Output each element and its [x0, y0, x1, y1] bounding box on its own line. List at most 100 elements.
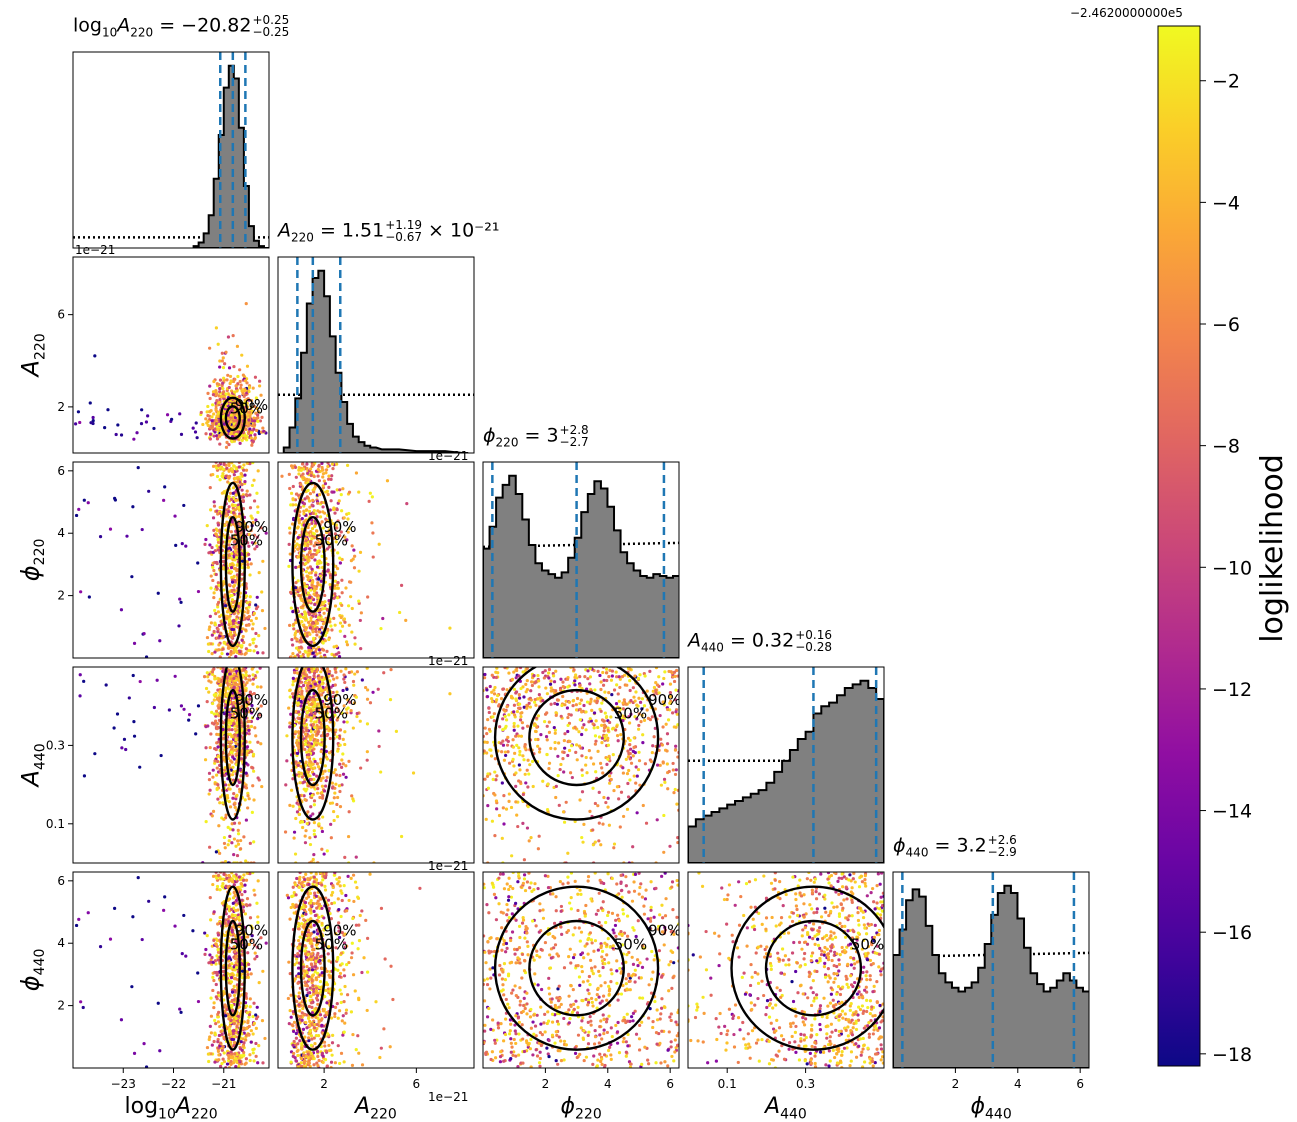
sample-point	[217, 541, 220, 544]
sample-point	[334, 604, 337, 607]
sample-point	[628, 679, 631, 682]
sample-point	[248, 797, 251, 800]
sample-point	[371, 691, 374, 694]
sample-point	[605, 679, 608, 682]
sample-point	[321, 794, 324, 797]
sample-point	[369, 492, 372, 495]
sample-point	[290, 638, 293, 641]
sample-point	[309, 709, 312, 712]
sample-point	[295, 667, 298, 670]
sample-point	[227, 510, 230, 513]
sample-point	[212, 465, 215, 468]
sample-point	[222, 468, 225, 471]
sample-point	[320, 682, 323, 685]
sample-point	[217, 648, 220, 651]
sample-point	[226, 796, 229, 799]
sample-point	[218, 478, 221, 481]
sample-point	[324, 471, 327, 474]
sample-point	[581, 841, 584, 844]
sample-point	[610, 693, 613, 696]
sample-point	[580, 733, 583, 736]
sample-point	[498, 725, 501, 728]
sample-point	[228, 835, 231, 838]
sample-point	[350, 794, 353, 797]
sample-point	[138, 766, 141, 769]
sample-point	[651, 751, 654, 754]
sample-point	[237, 843, 240, 846]
sample-point	[216, 698, 219, 701]
sample-point	[356, 712, 359, 715]
sample-point	[556, 755, 559, 758]
sample-point	[308, 748, 311, 751]
sample-point	[549, 683, 552, 686]
sample-point	[405, 502, 408, 505]
sample-point	[629, 748, 632, 751]
sample-point	[244, 798, 247, 801]
sample-point	[327, 638, 330, 641]
sample-point	[253, 638, 256, 641]
sample-point	[252, 798, 255, 801]
sample-point	[211, 566, 214, 569]
sample-point	[580, 754, 583, 757]
sample-point	[521, 727, 524, 730]
sample-point	[232, 722, 235, 725]
sample-point	[400, 584, 403, 587]
sample-point	[112, 726, 115, 729]
sample-point	[211, 702, 214, 705]
sample-point	[222, 356, 225, 359]
sample-point	[289, 591, 292, 594]
sample-point	[637, 751, 640, 754]
sample-point	[519, 718, 522, 721]
sample-point	[513, 729, 516, 732]
sample-point	[263, 627, 266, 630]
sample-point	[321, 505, 324, 508]
sample-point	[359, 619, 362, 622]
sample-point	[288, 531, 291, 534]
sample-point	[218, 387, 221, 390]
sample-point	[227, 843, 230, 846]
sample-point	[343, 621, 346, 624]
sample-point	[326, 667, 329, 670]
sample-point	[227, 476, 230, 479]
sample-point	[310, 568, 313, 571]
sample-point	[312, 853, 315, 856]
sample-point	[208, 846, 211, 849]
sample-point	[332, 508, 335, 511]
sample-point	[314, 627, 317, 630]
sample-point	[223, 836, 226, 839]
sample-point	[292, 677, 295, 680]
sample-point	[288, 624, 291, 627]
sample-point	[501, 781, 504, 784]
sample-point	[672, 791, 675, 794]
sample-point	[213, 630, 216, 633]
sample-point	[247, 418, 250, 421]
sample-point	[251, 668, 254, 671]
sample-point	[230, 841, 233, 844]
sample-point	[234, 727, 237, 730]
sample-point	[632, 696, 635, 699]
sample-point	[243, 474, 246, 477]
sample-point	[297, 594, 300, 597]
sample-point	[483, 778, 486, 781]
sample-point	[331, 782, 334, 785]
sample-point	[512, 710, 515, 713]
sample-point	[526, 785, 529, 788]
sample-point	[600, 724, 603, 727]
sample-point	[568, 749, 571, 752]
sample-point	[241, 392, 244, 395]
sample-point	[598, 674, 601, 677]
sample-point	[251, 811, 254, 814]
sample-point	[318, 609, 321, 612]
sample-point	[217, 754, 220, 757]
sample-point	[596, 726, 599, 729]
sample-point	[210, 415, 213, 418]
sample-point	[261, 560, 264, 563]
sample-point	[663, 778, 666, 781]
sample-point	[311, 622, 314, 625]
sample-point	[296, 752, 299, 755]
sample-point	[675, 768, 678, 771]
sample-point	[317, 465, 320, 468]
sample-point	[312, 651, 315, 654]
sample-point	[206, 671, 209, 674]
sample-point	[298, 687, 301, 690]
